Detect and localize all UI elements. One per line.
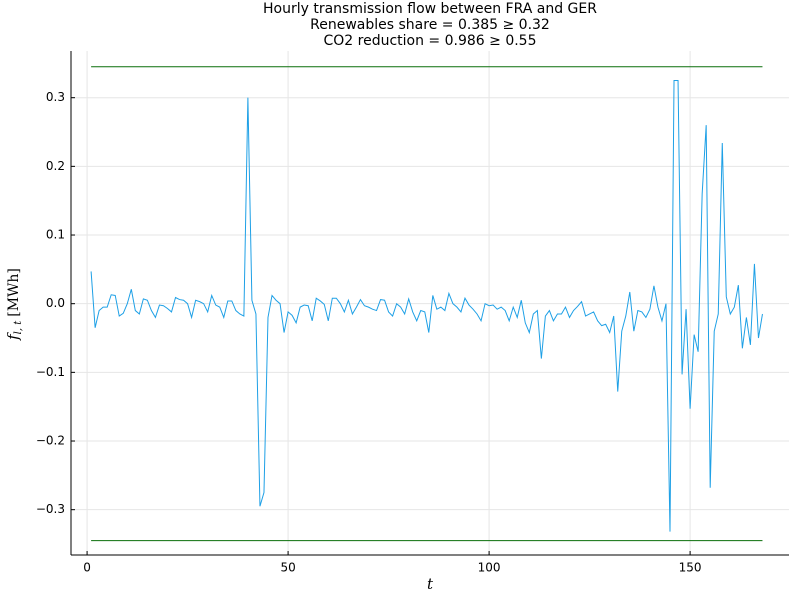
x-tick-label: 50 xyxy=(280,561,295,575)
x-axis-label: t xyxy=(427,575,434,593)
y-label-unit: [MWh] xyxy=(6,268,22,317)
chart-title: CO2 reduction = 0.986 ≥ 0.55 xyxy=(323,33,536,49)
x-tick-label: 0 xyxy=(83,561,91,575)
x-tick-label: 150 xyxy=(679,561,702,575)
series-line xyxy=(90,80,763,532)
y-tick-label: −0.3 xyxy=(36,502,65,516)
y-tick-label: 0.3 xyxy=(46,90,65,104)
y-label-subscript: l, t xyxy=(13,320,24,335)
y-tick-label: 0.1 xyxy=(46,228,65,242)
y-tick-label: 0.0 xyxy=(46,296,65,310)
chart-title: Hourly transmission flow between FRA and… xyxy=(263,1,597,17)
y-tick-label: −0.1 xyxy=(36,365,65,379)
y-label-symbol: f xyxy=(4,332,22,341)
x-tick-label: 100 xyxy=(478,561,501,575)
y-tick-label: 0.2 xyxy=(46,159,65,173)
y-axis-label: fl, t [MWh] xyxy=(4,268,24,341)
chart-title: Renewables share = 0.385 ≥ 0.32 xyxy=(310,17,550,33)
y-tick-label: −0.2 xyxy=(36,434,65,448)
